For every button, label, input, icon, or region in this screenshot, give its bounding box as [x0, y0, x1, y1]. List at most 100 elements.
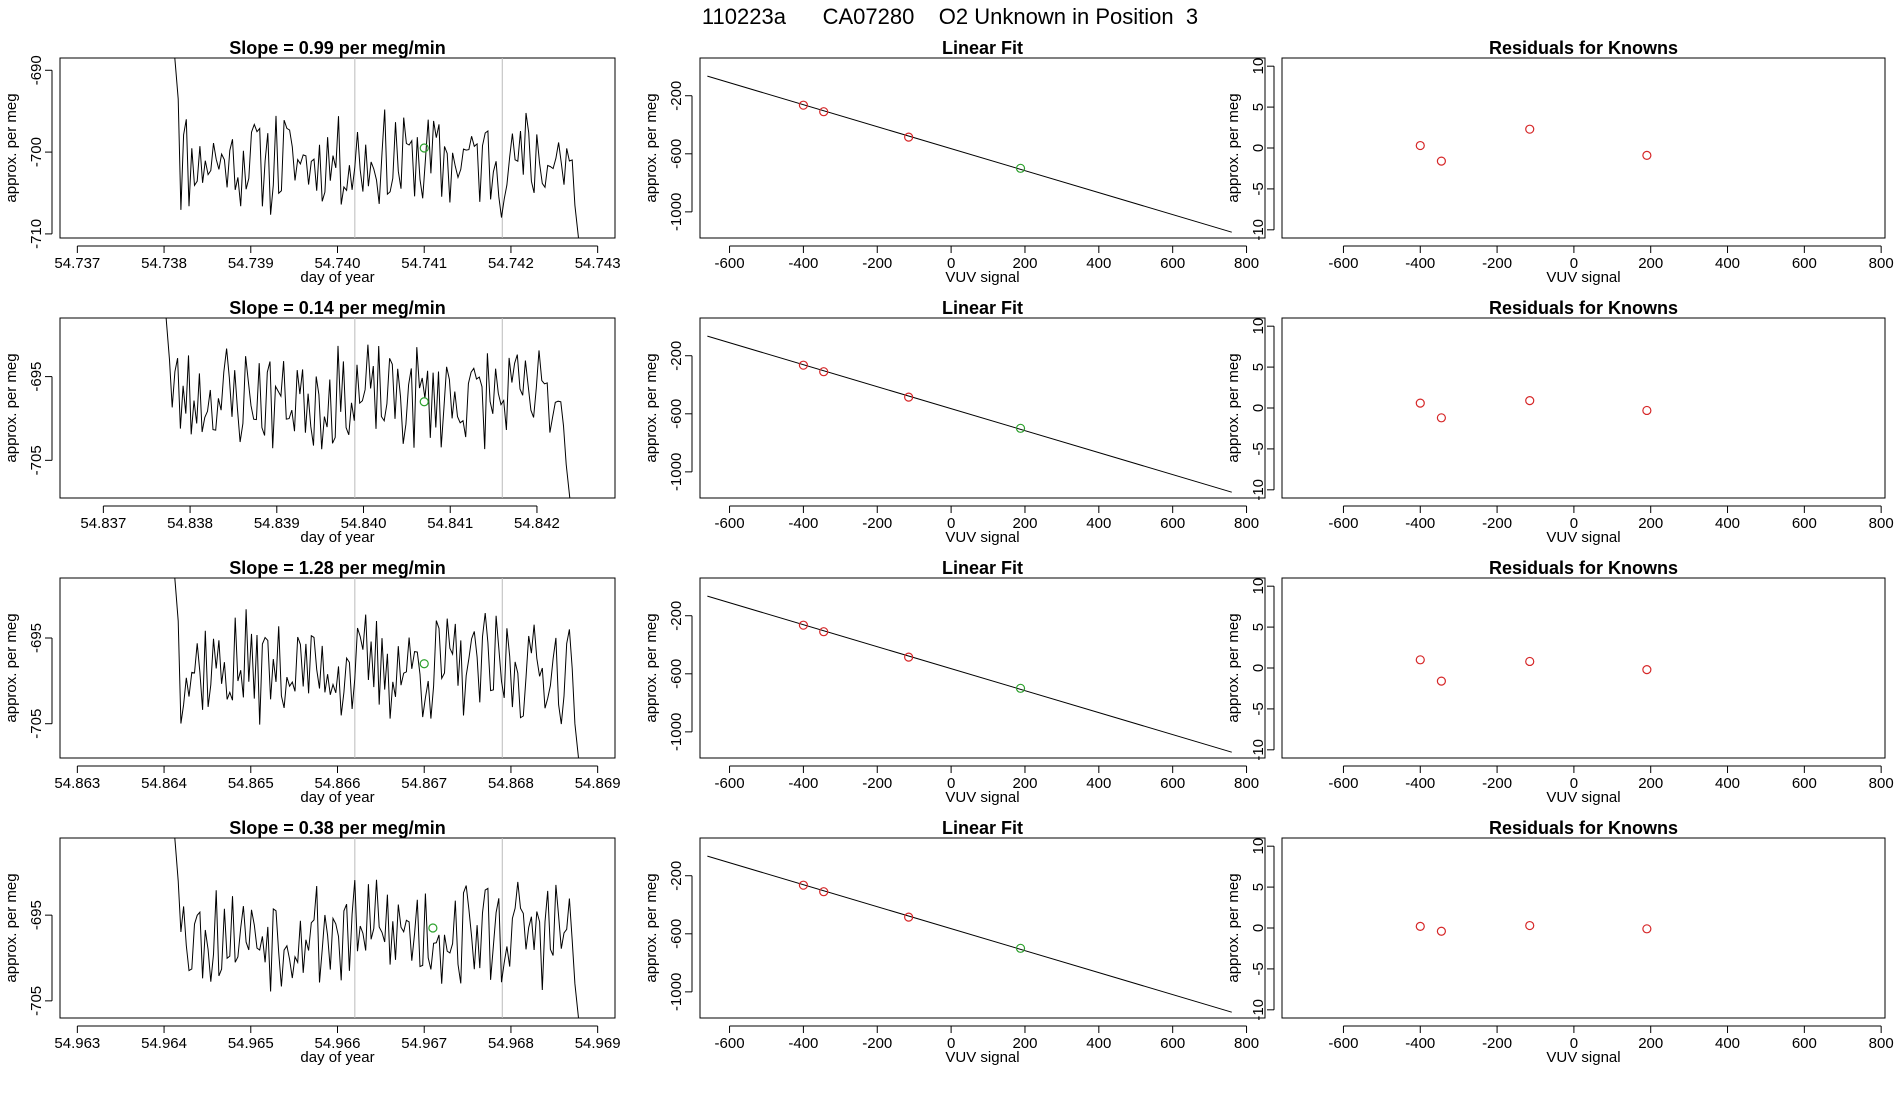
x-tick-label: 0: [1570, 515, 1578, 532]
x-tick-label: 400: [1715, 515, 1740, 532]
y-axis-label: approx. per meg: [1225, 353, 1242, 462]
panel-title: Linear Fit: [942, 818, 1023, 838]
y-axis-label: approx. per meg: [643, 353, 660, 462]
x-tick-label: -600: [1328, 1035, 1358, 1052]
x-tick-label: 600: [1792, 1035, 1817, 1052]
panel-3-2: Linear Fit -600 -400 -200 0 200 400 600 800 VUV s…: [643, 558, 1266, 806]
plot-frame: [59, 577, 616, 759]
y-axis-label: approx. per meg: [643, 613, 660, 722]
plot-frame: [1281, 577, 1886, 759]
x-axis-label: VUV signal: [945, 789, 1019, 806]
panel-3-3: Residuals for Knowns -600 -400 -200 0 200 400 6…: [1225, 558, 1894, 806]
y-tick-label: -1000: [668, 713, 685, 751]
x-tick-label: 54.738: [141, 255, 187, 272]
x-tick-label: 400: [1086, 1035, 1111, 1052]
plot-area: [174, 58, 580, 238]
x-tick-label: 600: [1160, 255, 1185, 272]
known-point: [798, 360, 808, 370]
y-tick-label: -600: [668, 399, 685, 429]
x-tick-label: 54.867: [401, 775, 447, 792]
x-tick-label: -200: [862, 515, 892, 532]
y-tick-label: -10: [1250, 479, 1267, 501]
x-axis-label: day of year: [300, 789, 374, 806]
x-tick-label: 800: [1869, 1035, 1894, 1052]
y-tick-label: -10: [1250, 219, 1267, 241]
y-tick-label: 10: [1250, 318, 1267, 335]
residual-point: [1436, 676, 1446, 686]
panel-2-1: Slope = 0.14 per meg/min 54.837 54.838 54.8…: [3, 298, 616, 546]
x-tick-label: 54.840: [341, 515, 387, 532]
x-tick-label: 0: [1570, 255, 1578, 272]
x-tick-label: -200: [1482, 515, 1512, 532]
plot-area: [707, 75, 1232, 233]
x-tick-label: 400: [1086, 255, 1111, 272]
x-tick-label: 54.740: [315, 255, 361, 272]
x-tick-label: 54.968: [488, 1035, 534, 1052]
x-tick-label: 0: [947, 775, 955, 792]
y-tick-label: -5: [1250, 442, 1267, 455]
known-point: [904, 912, 914, 922]
residual-point: [1525, 396, 1535, 406]
residual-point: [1436, 413, 1446, 423]
x-tick-label: 54.737: [54, 255, 100, 272]
x-tick-label: -600: [715, 255, 745, 272]
data-trace: [174, 838, 580, 1018]
x-tick-label: -400: [1405, 1035, 1435, 1052]
y-tick-label: 0: [1250, 664, 1267, 672]
x-tick-label: 200: [1638, 775, 1663, 792]
x-tick-label: 54.842: [514, 515, 560, 532]
x-tick-label: 54.869: [575, 775, 621, 792]
residual-point: [1642, 924, 1652, 934]
y-tick-label: -1000: [668, 453, 685, 491]
x-tick-label: 0: [947, 255, 955, 272]
x-tick-label: 54.841: [427, 515, 473, 532]
plot-area: [707, 595, 1232, 753]
y-tick-label: -5: [1250, 962, 1267, 975]
x-axis-label: VUV signal: [1546, 269, 1620, 286]
x-tick-label: 200: [1012, 1035, 1037, 1052]
plot-frame: [1281, 57, 1886, 239]
x-axis-label: VUV signal: [945, 1049, 1019, 1066]
y-tick-label: -200: [668, 861, 685, 891]
panel-title: Residuals for Knowns: [1489, 298, 1678, 318]
x-tick-label: 800: [1234, 515, 1259, 532]
plot-area: [1415, 655, 1652, 686]
plot-frame: [699, 837, 1266, 1019]
x-tick-label: 600: [1160, 515, 1185, 532]
unknown-point: [428, 923, 438, 933]
plot-frame: [59, 837, 616, 1019]
unknown-point: [419, 659, 429, 669]
y-tick-label: -200: [668, 601, 685, 631]
known-point: [819, 107, 829, 117]
panel-title: Linear Fit: [942, 38, 1023, 58]
y-tick-label: 0: [1250, 144, 1267, 152]
x-tick-label: 54.863: [54, 775, 100, 792]
y-tick-label: 5: [1250, 363, 1267, 371]
y-tick-label: -695: [28, 362, 45, 392]
x-tick-label: 200: [1012, 515, 1037, 532]
x-tick-label: -600: [715, 515, 745, 532]
x-tick-label: 600: [1792, 775, 1817, 792]
panel-title: Linear Fit: [942, 558, 1023, 578]
panel-1-2: Linear Fit -600 -400 -200 0 200 400 600 800 VUV s…: [643, 38, 1266, 286]
y-tick-label: -600: [668, 919, 685, 949]
x-tick-label: -400: [788, 255, 818, 272]
unknown-point: [1015, 943, 1026, 953]
x-tick-label: 54.739: [228, 255, 274, 272]
y-tick-label: 10: [1250, 838, 1267, 855]
x-tick-label: 800: [1234, 255, 1259, 272]
plot-frame: [59, 57, 616, 239]
residual-point: [1525, 656, 1535, 667]
x-tick-label: -400: [1405, 515, 1435, 532]
panel-title: Slope = 1.28 per meg/min: [229, 558, 446, 578]
x-tick-label: 54.868: [488, 775, 534, 792]
x-tick-label: 200: [1012, 775, 1037, 792]
unknown-point: [419, 397, 429, 407]
x-tick-label: 400: [1086, 515, 1111, 532]
y-tick-label: -200: [668, 81, 685, 111]
x-tick-label: 54.741: [401, 255, 447, 272]
x-tick-label: 54.865: [228, 775, 274, 792]
y-tick-label: -5: [1250, 182, 1267, 195]
